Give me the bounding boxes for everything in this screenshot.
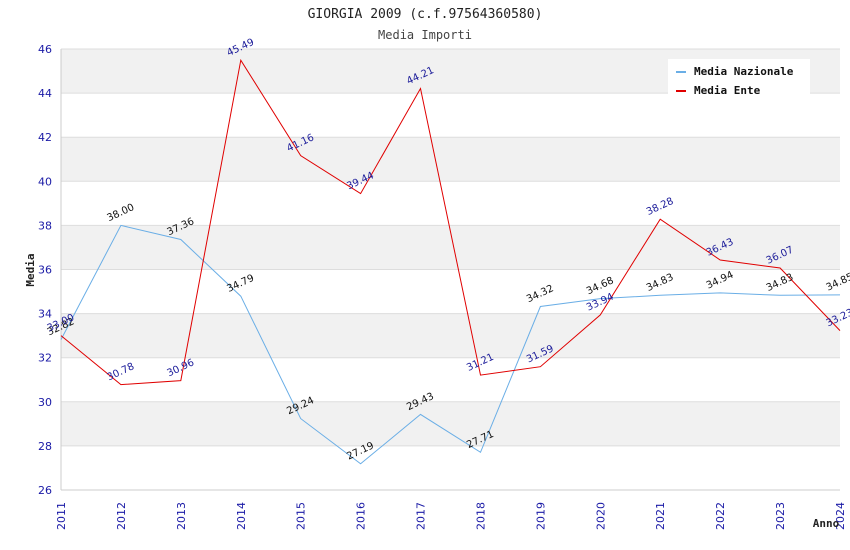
y-axis-title: Media xyxy=(24,253,37,286)
plot-band xyxy=(61,93,840,138)
x-tick-label: 2018 xyxy=(474,502,487,530)
x-tick-label: 2021 xyxy=(654,502,667,530)
legend-label-media-nazionale: Media Nazionale xyxy=(694,65,794,78)
y-tick-label: 28 xyxy=(38,440,52,453)
y-tick-label: 46 xyxy=(38,43,52,56)
axes xyxy=(60,49,840,491)
x-axis-title: Anno xyxy=(813,517,840,530)
y-tick-labels: 26 28 30 32 34 36 38 40 42 44 46 xyxy=(38,43,52,497)
series-lines xyxy=(60,58,841,465)
plot-band xyxy=(61,445,840,490)
x-tick-label: 2013 xyxy=(175,502,188,530)
legend: Media Nazionale Media Ente xyxy=(668,59,810,97)
series-line-media-nazionale xyxy=(60,224,841,465)
plot-band xyxy=(61,401,840,446)
legend-box xyxy=(668,59,810,97)
chart-title: GIORGIA 2009 (c.f.97564360580) xyxy=(308,7,543,22)
y-tick-label: 34 xyxy=(38,308,52,321)
plot-band xyxy=(61,313,840,358)
plot-bands xyxy=(61,49,840,490)
x-tick-label: 2016 xyxy=(355,502,368,530)
series-line-media-ente xyxy=(60,58,841,386)
y-tick-label: 30 xyxy=(38,396,52,409)
legend-label-media-ente: Media Ente xyxy=(694,84,761,97)
y-tick-label: 26 xyxy=(38,484,52,497)
chart-subtitle: Media Importi xyxy=(378,28,472,42)
y-tick-label: 40 xyxy=(38,175,52,188)
y-tick-label: 38 xyxy=(38,219,52,232)
x-tick-labels: 2011 2012 2013 2014 2015 2016 2017 2018 2019 2020… xyxy=(55,502,847,530)
plot-band xyxy=(61,137,840,182)
y-tick-label: 32 xyxy=(38,352,52,365)
plot-band xyxy=(61,357,840,402)
y-tick-label: 44 xyxy=(38,87,52,100)
x-tick-label: 2024 xyxy=(834,502,847,530)
plot-band xyxy=(61,269,840,314)
x-tick-label: 2012 xyxy=(115,502,128,530)
plot-band xyxy=(61,181,840,226)
x-tick-label: 2022 xyxy=(714,502,727,530)
y-tick-label: 36 xyxy=(38,264,52,277)
x-tick-label: 2023 xyxy=(774,502,787,530)
y-tick-label: 42 xyxy=(38,131,52,144)
x-tick-label: 2015 xyxy=(295,502,308,530)
x-tick-label: 2014 xyxy=(235,502,248,530)
x-tick-label: 2011 xyxy=(55,502,68,530)
x-tick-label: 2019 xyxy=(534,502,547,530)
x-tick-label: 2017 xyxy=(415,502,428,530)
x-tick-label: 2020 xyxy=(594,502,607,530)
